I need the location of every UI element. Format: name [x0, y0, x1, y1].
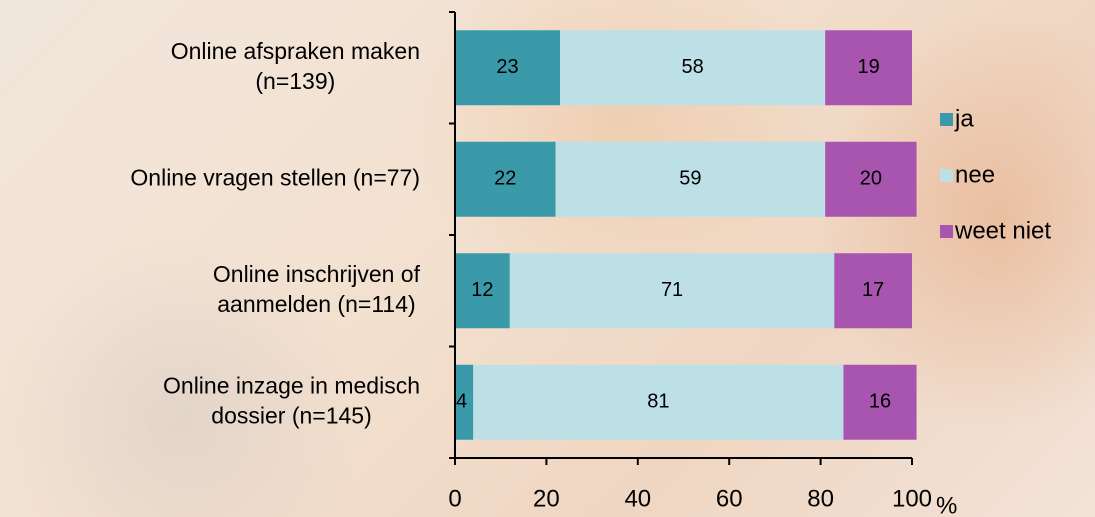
legend-swatch: [940, 225, 953, 238]
data-label: 16: [869, 391, 891, 413]
legend-swatch: [940, 169, 953, 182]
bar-segment: [555, 141, 826, 217]
bar-segment: [455, 253, 510, 329]
bar-segment: [825, 141, 917, 217]
y-tick-label-line: aanmelden (n=114): [217, 291, 415, 317]
bar-segment: [825, 30, 912, 106]
y-tick-label: Online inzage in medisch dossier (n=145): [163, 372, 420, 428]
data-label: 59: [679, 168, 701, 190]
y-tick-label: Online inschrijven of aanmelden (n=114): [213, 261, 421, 317]
y-tick-label: Online afspraken maken (n=139): [171, 38, 420, 94]
bar-segment: [509, 253, 835, 329]
y-tick-label: Online vragen stellen (n=77): [130, 164, 420, 190]
x-tick-label: 60: [716, 485, 743, 512]
legend-swatch: [940, 113, 953, 126]
legend-label: ja: [954, 105, 974, 132]
legend-label: nee: [955, 161, 995, 188]
x-tick-label: 100: [892, 485, 932, 512]
x-axis-label: %: [936, 492, 957, 517]
data-label: 20: [860, 168, 882, 190]
y-tick-label-line: (n=139): [255, 68, 335, 94]
bar-segment: [834, 253, 912, 329]
legend-label: weet niet: [954, 217, 1051, 244]
data-label: 12: [471, 279, 493, 301]
data-label: 19: [857, 56, 879, 78]
bar-segment: [473, 364, 844, 440]
x-tick-label: 20: [533, 485, 560, 512]
x-tick-label: 80: [807, 485, 834, 512]
data-label: 58: [682, 56, 704, 78]
data-label: 22: [494, 168, 516, 190]
x-tick-label: 0: [448, 485, 461, 512]
data-label: 81: [647, 391, 669, 413]
y-tick-label-line: Online afspraken maken: [171, 38, 420, 64]
data-label: 71: [661, 279, 683, 301]
y-tick-label-line: Online inzage in medisch: [163, 372, 420, 398]
y-tick-label-line: dossier (n=145): [211, 402, 371, 428]
bar-segment: [455, 141, 556, 217]
data-label: 4: [456, 391, 467, 413]
bar-segment: [560, 30, 826, 106]
bar-segment: [843, 364, 917, 440]
x-tick-label: 40: [624, 485, 651, 512]
y-tick-label-line: Online inschrijven of: [213, 261, 421, 287]
data-label: 17: [862, 279, 884, 301]
data-label: 23: [496, 56, 518, 78]
bar-segment: [455, 364, 474, 440]
bar-segment: [455, 30, 561, 106]
